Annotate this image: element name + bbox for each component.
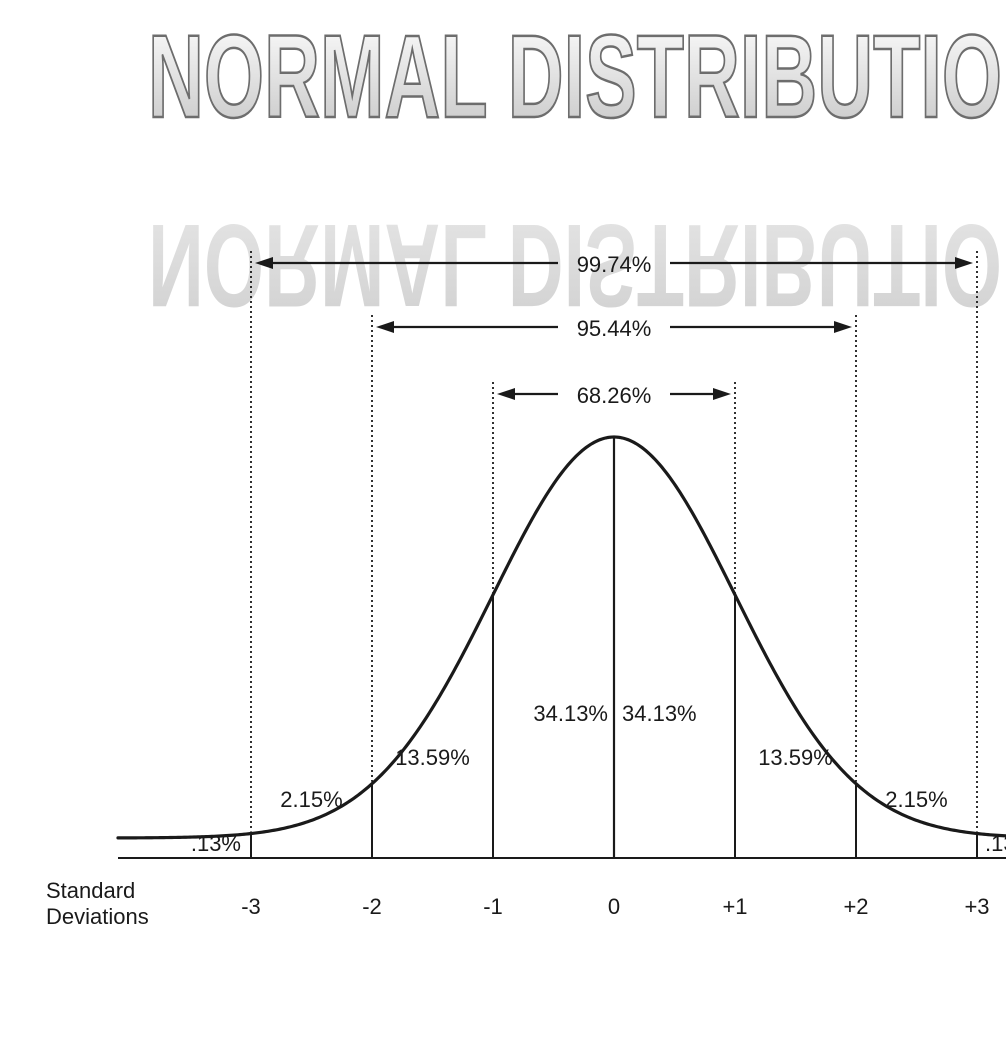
sigma-division-lines: [250, 437, 978, 858]
title-reflection: NORMAL DISTRIBUTION: [148, 199, 1006, 331]
range-label: 68.26%: [577, 383, 652, 408]
title: NORMAL DISTRIBUTION: [148, 11, 1006, 143]
deviation-tick-label: +2: [843, 894, 868, 919]
arrowhead-right-icon: [834, 321, 852, 333]
range-arrow-1sigma: 68.26%: [492, 382, 736, 593]
deviation-tick-labels: -3 -2 -1 0 +1 +2 +3: [241, 894, 989, 919]
area-labels: .13% 2.15% 13.59% 34.13% 34.13% 13.59% 2.15% .1…: [191, 701, 1006, 856]
axis-label-line: Standard: [46, 878, 135, 903]
range-label: 95.44%: [577, 316, 652, 341]
arrowhead-right-icon: [955, 257, 973, 269]
range-arrows: 99.74% 95.44% 68.26%: [250, 251, 978, 832]
area-label: 34.13%: [622, 701, 697, 726]
axis-label-line: Deviations: [46, 904, 149, 929]
area-label: 2.15%: [280, 787, 342, 812]
axis-label: Standard Deviations: [46, 878, 149, 929]
area-label: 34.13%: [533, 701, 608, 726]
area-label: 13.59%: [395, 745, 470, 770]
area-label: .13%: [985, 831, 1006, 856]
range-arrow-3sigma: 99.74%: [250, 251, 978, 832]
arrowhead-left-icon: [497, 388, 515, 400]
arrowhead-left-icon: [376, 321, 394, 333]
area-label: 2.15%: [885, 787, 947, 812]
deviation-tick-label: +3: [964, 894, 989, 919]
arrowhead-right-icon: [713, 388, 731, 400]
arrowhead-left-icon: [255, 257, 273, 269]
bell-curve: [116, 435, 1006, 840]
deviation-tick-label: -2: [362, 894, 382, 919]
deviation-tick-label: 0: [608, 894, 620, 919]
deviation-tick-label: -3: [241, 894, 261, 919]
range-arrow-2sigma: 95.44%: [371, 315, 857, 782]
area-label: .13%: [191, 831, 241, 856]
deviation-tick-label: +1: [722, 894, 747, 919]
area-label: 13.59%: [758, 745, 833, 770]
deviation-tick-label: -1: [483, 894, 503, 919]
range-label: 99.74%: [577, 252, 652, 277]
